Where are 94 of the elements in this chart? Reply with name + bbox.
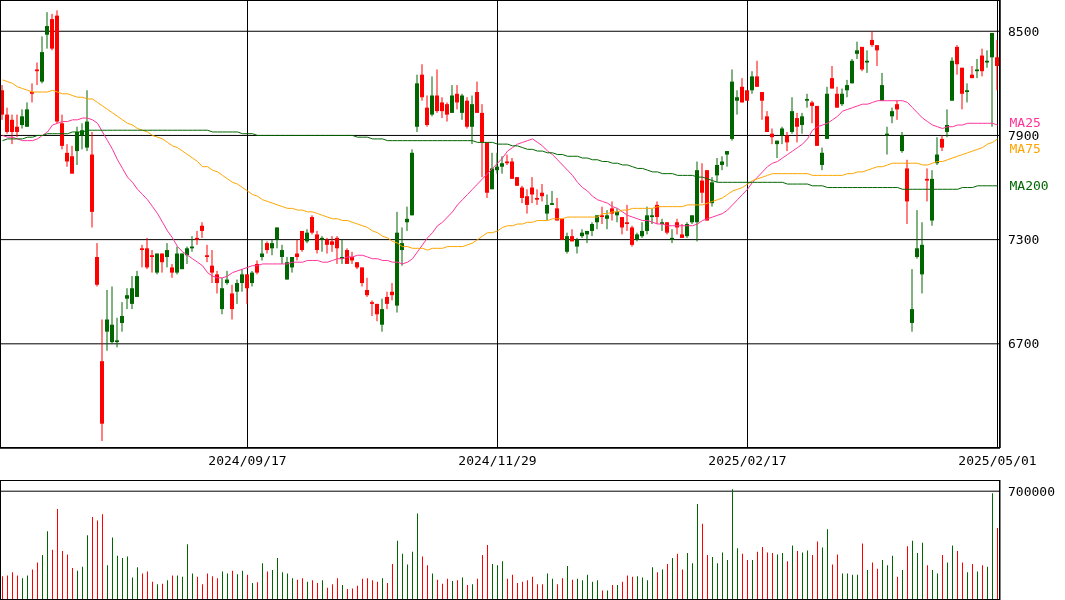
candlestick xyxy=(545,193,549,222)
candlestick xyxy=(455,84,459,110)
candlestick xyxy=(630,225,634,248)
x-tick-label: 2025/02/17 xyxy=(708,453,787,469)
candlestick xyxy=(850,58,854,84)
candlestick xyxy=(865,49,869,74)
candlestick xyxy=(320,235,324,253)
candlestick xyxy=(380,298,384,333)
candlestick xyxy=(680,223,684,239)
candlestick xyxy=(870,30,874,48)
candlestick xyxy=(385,291,389,310)
candlestick xyxy=(500,155,504,175)
y-tick-label: 7300 xyxy=(1008,232,1040,248)
candlestick xyxy=(420,63,424,102)
candlestick xyxy=(845,79,849,98)
y-tick-label: 6700 xyxy=(1008,336,1040,352)
candlestick xyxy=(995,39,999,91)
candlestick xyxy=(60,114,64,150)
candlestick xyxy=(240,268,244,293)
candlestick xyxy=(785,131,789,152)
candlestick xyxy=(280,244,284,265)
candlestick xyxy=(165,242,169,268)
candlestick xyxy=(715,157,719,183)
candlestick xyxy=(360,266,364,288)
candlestick xyxy=(575,237,579,255)
candlestick xyxy=(895,100,899,121)
candlestick xyxy=(835,86,839,109)
candlestick xyxy=(120,301,124,333)
candlestick xyxy=(170,263,174,279)
candlestick xyxy=(765,110,769,133)
candlestick xyxy=(965,82,969,103)
candlestick xyxy=(790,96,794,135)
candlestick xyxy=(245,273,249,305)
candlestick xyxy=(860,46,864,72)
candlestick xyxy=(220,277,224,315)
candlestick xyxy=(890,107,894,124)
candlestick xyxy=(980,48,984,77)
candlestick xyxy=(45,11,49,50)
y-tick-label: 700000 xyxy=(1008,483,1055,499)
candlestick xyxy=(855,41,859,60)
x-tick-label: 2025/05/01 xyxy=(958,453,1037,469)
line-series xyxy=(2,79,998,251)
candlestick xyxy=(590,221,594,237)
candlestick xyxy=(235,279,239,305)
candlestick xyxy=(310,214,314,235)
candlestick xyxy=(880,72,884,102)
candlestick xyxy=(925,167,929,202)
candlestick xyxy=(195,230,199,246)
candlestick xyxy=(830,65,834,90)
candlestick xyxy=(955,44,959,76)
candlestick xyxy=(265,240,269,255)
candlestick xyxy=(810,100,814,124)
candlestick xyxy=(900,131,904,154)
candlestick xyxy=(780,126,784,145)
candlestick xyxy=(820,147,824,171)
series-label: MA200 xyxy=(1009,178,1049,194)
series-label: MA25 xyxy=(1009,114,1041,130)
candlestick xyxy=(230,284,234,320)
candlestick xyxy=(550,190,554,206)
candlestick xyxy=(755,60,759,88)
candlestick xyxy=(35,62,39,86)
candlestick xyxy=(795,112,799,143)
candlestick xyxy=(725,150,729,168)
candlestick xyxy=(800,112,804,135)
candlestick xyxy=(565,232,569,255)
candlestick xyxy=(875,44,879,67)
candlestick xyxy=(315,230,319,255)
candlestick xyxy=(210,249,214,284)
candlestick xyxy=(605,209,609,230)
candlestick xyxy=(450,84,454,114)
candlestick xyxy=(910,268,914,333)
candlestick xyxy=(750,70,754,95)
candlestick xyxy=(805,93,809,109)
candlestick xyxy=(275,226,279,249)
candlestick xyxy=(570,228,574,242)
candlestick xyxy=(720,155,724,171)
candlestick xyxy=(670,228,674,244)
candlestick xyxy=(425,95,429,128)
candlestick xyxy=(985,49,989,69)
candlestick xyxy=(370,299,374,317)
candlestick xyxy=(975,58,979,79)
candlestick xyxy=(760,91,764,121)
candlestick xyxy=(460,93,464,121)
candlestick xyxy=(430,75,434,117)
x-tick-label: 2024/09/17 xyxy=(208,453,287,469)
x-tick-label: 2024/11/29 xyxy=(458,453,537,469)
candlestick xyxy=(535,188,539,206)
candlestick xyxy=(475,81,479,114)
candlestick xyxy=(205,244,209,263)
candlestick xyxy=(600,206,604,225)
candlestick xyxy=(270,239,274,256)
candlestick xyxy=(200,221,204,239)
y-tick-label: 8500 xyxy=(1008,23,1040,39)
candlestick xyxy=(365,277,369,298)
